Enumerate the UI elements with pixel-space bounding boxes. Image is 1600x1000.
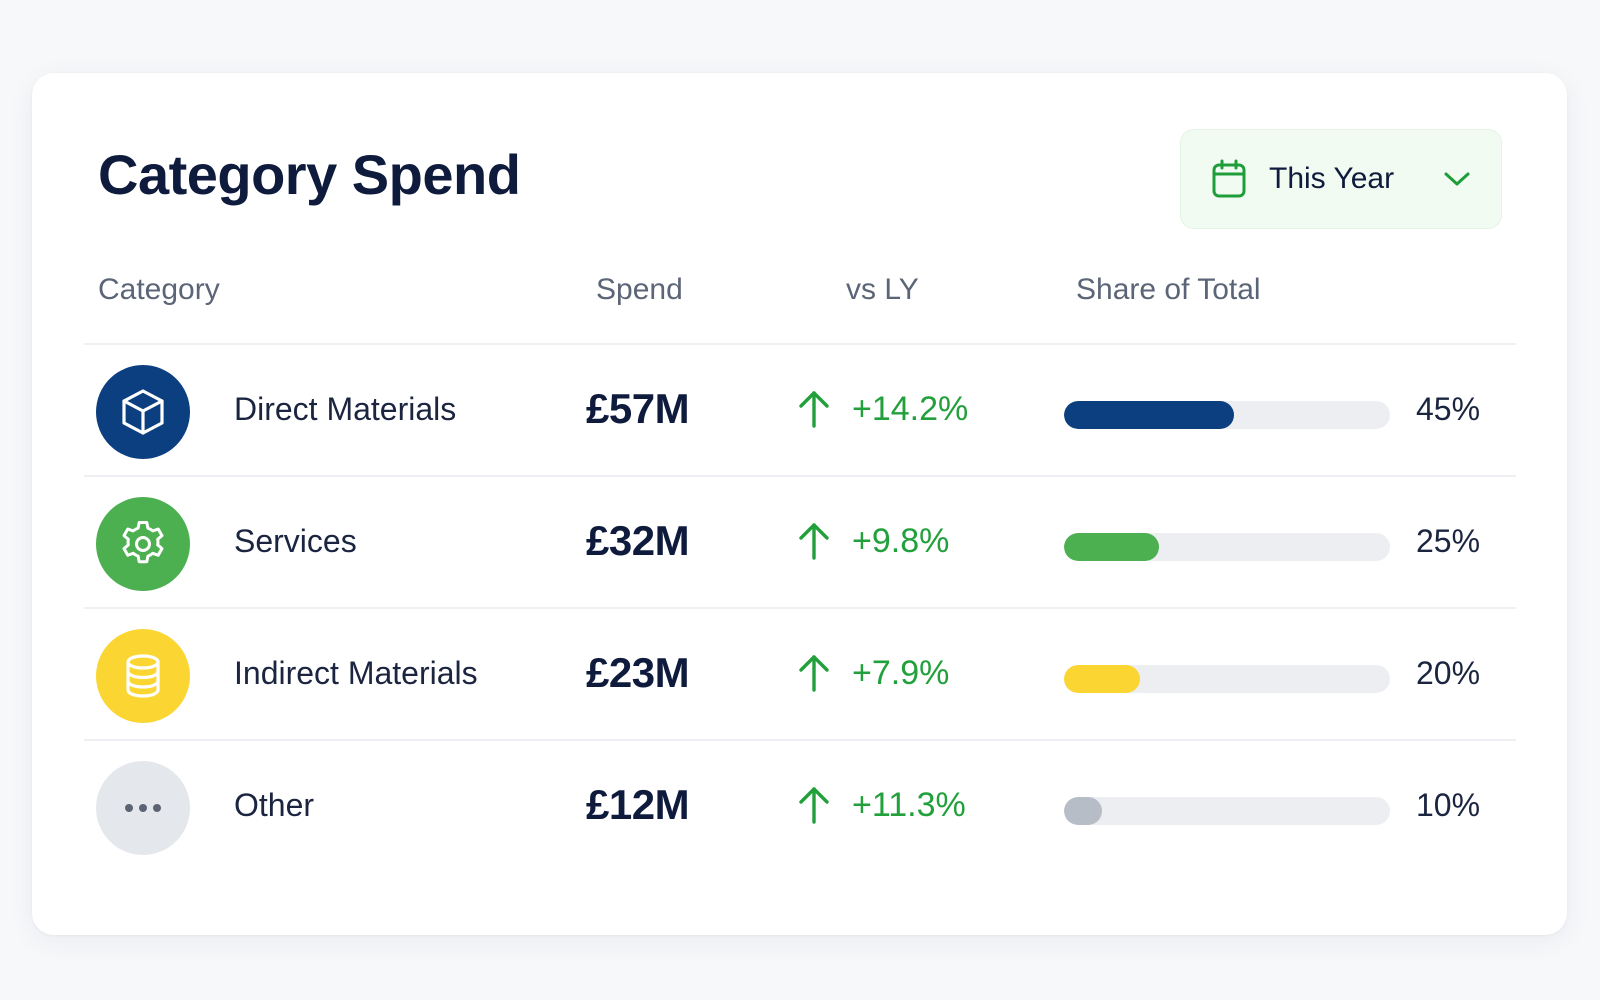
- share-bar: [1064, 665, 1390, 693]
- category-avatar: [96, 761, 190, 855]
- category-avatar: [96, 365, 190, 459]
- column-header-share[interactable]: Share of Total: [1076, 273, 1261, 306]
- spend-value: £57M: [586, 385, 690, 432]
- category-name: Indirect Materials: [234, 655, 478, 691]
- vs-ly-value: +7.9%: [852, 653, 950, 692]
- share-bar: [1064, 797, 1390, 825]
- cube-icon: [122, 389, 164, 435]
- table-row[interactable]: Services £32M +9.8% 25%: [84, 475, 1516, 607]
- column-header-category[interactable]: Category: [98, 273, 220, 306]
- spend-value: £12M: [586, 781, 690, 828]
- table-row[interactable]: Other £12M +11.3% 10%: [84, 739, 1516, 871]
- category-avatar: [96, 629, 190, 723]
- period-selector-value: This Year: [1269, 162, 1395, 195]
- database-icon: [126, 654, 160, 698]
- chevron-down-icon: [1443, 170, 1471, 188]
- card-title: Category Spend: [98, 143, 521, 206]
- vs-ly-value: +11.3%: [852, 785, 966, 824]
- arrow-up-icon: [799, 787, 829, 824]
- table-header: Category Spend vs LY Share of Total: [98, 273, 1498, 317]
- column-header-spend[interactable]: Spend: [596, 273, 683, 306]
- calendar-icon: [1211, 159, 1247, 199]
- share-bar-fill: [1064, 401, 1235, 429]
- share-percent: 10%: [1416, 787, 1481, 823]
- table-row[interactable]: Indirect Materials £23M +7.9% 20%: [84, 607, 1516, 739]
- arrow-up-icon: [799, 655, 829, 692]
- share-percent: 45%: [1416, 391, 1481, 427]
- category-name: Direct Materials: [234, 391, 457, 427]
- share-bar-fill: [1064, 797, 1102, 825]
- table-row[interactable]: Direct Materials £57M +14.2% 45%: [84, 343, 1516, 475]
- vs-ly-change: +14.2%: [796, 389, 968, 429]
- arrow-up-icon: [799, 391, 829, 428]
- category-name: Other: [234, 787, 315, 823]
- share-percent: 25%: [1416, 523, 1481, 559]
- vs-ly-change: +9.8%: [796, 521, 949, 561]
- vs-ly-value: +9.8%: [852, 521, 950, 560]
- category-spend-card: Category Spend This Year Category Spend …: [32, 73, 1567, 935]
- share-percent: 20%: [1416, 655, 1481, 691]
- share-bar: [1064, 533, 1390, 561]
- spend-value: £23M: [586, 649, 690, 696]
- spend-value: £32M: [586, 517, 690, 564]
- share-bar-fill: [1064, 665, 1140, 693]
- column-header-vs-ly[interactable]: vs LY: [846, 273, 919, 306]
- share-bar: [1064, 401, 1390, 429]
- vs-ly-change: +7.9%: [796, 653, 949, 693]
- share-bar-fill: [1064, 533, 1159, 561]
- arrow-up-icon: [799, 523, 829, 560]
- vs-ly-change: +11.3%: [796, 785, 966, 825]
- category-table: Direct Materials £57M +14.2% 45%: [84, 343, 1516, 871]
- gear-icon: [122, 521, 164, 564]
- period-selector[interactable]: This Year: [1180, 129, 1502, 229]
- more-dots-icon: [125, 804, 161, 812]
- category-avatar: [96, 497, 190, 591]
- category-name: Services: [234, 523, 357, 559]
- vs-ly-value: +14.2%: [852, 389, 969, 428]
